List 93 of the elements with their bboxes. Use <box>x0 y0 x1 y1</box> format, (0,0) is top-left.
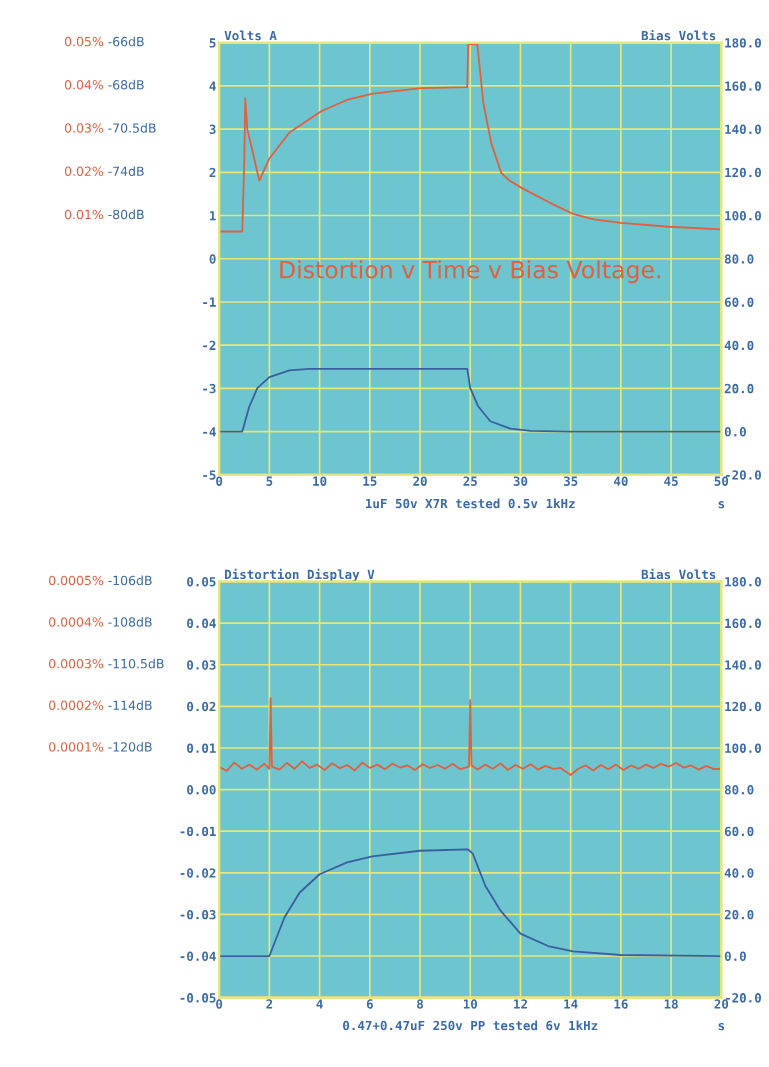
y-tick-label: 0.03 <box>187 660 216 670</box>
text: -74dB <box>108 166 144 176</box>
y-tick-label: -2 <box>203 340 216 350</box>
y-tick-label: -1 <box>203 297 216 307</box>
text: 0.0004% <box>49 617 104 627</box>
y-tick-label: -4 <box>203 427 216 437</box>
y2-tick-label: 40.0 <box>724 868 754 878</box>
x-tick-label: 0 <box>216 999 223 1009</box>
x-tick-label: 40 <box>613 476 628 486</box>
text: -68dB <box>108 79 144 90</box>
x-tick-label: 30 <box>513 476 528 486</box>
x-tick-label: 25 <box>463 476 477 486</box>
y-tick-label: -0.01 <box>180 826 216 837</box>
text: 1uF 50v X7R tested 0.5v 1kHz <box>366 498 575 509</box>
y2-tick-label: 140.0 <box>725 124 761 135</box>
y2-tick-label: 140.0 <box>725 660 761 670</box>
y-tick-label: -0.05 <box>180 993 216 1003</box>
y2-tick-label: 100.0 <box>725 211 761 221</box>
x-axis-title: s <box>718 501 725 509</box>
x-tick-label: 5 <box>266 476 273 486</box>
text: 0.04% <box>64 80 104 90</box>
y2-tick-label: 60.0 <box>724 297 754 307</box>
text: -80dB <box>108 209 144 220</box>
line-series <box>219 848 722 957</box>
y2-tick-label: 80.0 <box>724 785 754 795</box>
text: 0.0002% <box>49 700 104 710</box>
y2-tick-label: 180.0 <box>725 576 761 587</box>
y2-tick-label: 160.0 <box>725 618 761 629</box>
y2-tick-label: 0.0 <box>724 427 746 437</box>
text: -70.5dB <box>108 123 156 133</box>
y-tick-label: -0.04 <box>180 951 216 961</box>
y-tick-label: 2 <box>209 167 216 178</box>
text: 0.03% <box>64 123 104 133</box>
y2-tick-label: 120.0 <box>725 701 761 712</box>
text: -110.5dB <box>108 658 164 669</box>
text: -114dB <box>108 700 152 710</box>
text: 0.0003% <box>49 658 104 669</box>
text: 0.02% <box>64 166 104 176</box>
y2-tick-label: 80.0 <box>724 254 754 264</box>
y-tick-label: -5 <box>203 470 216 480</box>
y-tick-label: 0.02 <box>187 701 216 712</box>
y-tick-label: 0.01 <box>187 743 216 753</box>
x-tick-label: 16 <box>614 999 628 1009</box>
y2-tick-label: 40.0 <box>724 340 754 351</box>
x-tick-label: 18 <box>664 999 678 1009</box>
text: -106dB <box>108 575 152 586</box>
y2-tick-label: 20.0 <box>724 383 754 394</box>
y2-tick-label: 60.0 <box>724 826 754 837</box>
text: 0.0005% <box>49 575 104 586</box>
x-tick-label: 4 <box>316 999 323 1009</box>
text: 0.01% <box>64 209 104 220</box>
y-tick-label: 1 <box>210 211 216 221</box>
x-tick-label: 0 <box>216 476 223 486</box>
x-tick-label: 10 <box>313 476 327 486</box>
x-tick-label: 8 <box>417 999 423 1009</box>
x-tick-label: 35 <box>563 476 578 486</box>
line-series <box>219 697 722 776</box>
y-tick-label: 0.00 <box>187 785 216 795</box>
y-tick-label: -3 <box>203 383 216 394</box>
text: -66dB <box>108 36 144 47</box>
y-tick-label: 0 <box>209 254 216 264</box>
x-axis-title: s <box>718 1023 725 1031</box>
y-tick-label: -0.03 <box>180 909 216 920</box>
y-tick-label: 5 <box>209 38 216 48</box>
y-tick-label: -0.02 <box>180 868 216 878</box>
y-tick-label: 0.04 <box>187 618 216 629</box>
y2-tick-label: 160.0 <box>725 81 761 91</box>
text: 0.05% <box>64 36 104 47</box>
y-tick-label: 3 <box>209 124 216 135</box>
y-tick-label: 4 <box>209 81 216 91</box>
text: 0.47+0.47uF 250v PP tested 6v 1kHz <box>343 1020 598 1031</box>
x-tick-label: 45 <box>664 476 678 486</box>
text: -120dB <box>108 741 152 752</box>
y2-tick-label: 0.0 <box>724 951 746 961</box>
x-tick-label: 14 <box>564 999 578 1009</box>
y-axis-title: Volts A <box>224 30 277 41</box>
y-axis-title: Distortion Display V <box>225 568 375 582</box>
x-tick-label: 2 <box>266 999 273 1009</box>
y2-axis-title: Bias Volts <box>641 568 716 580</box>
y-tick-label: 0.05 <box>187 576 216 587</box>
text: 0.0001% <box>49 742 104 752</box>
y2-tick-label: 180.0 <box>725 38 761 48</box>
y2-axis-title: Bias Volts <box>641 29 716 41</box>
x-tick-label: 10 <box>463 999 478 1009</box>
x-tick-label: 12 <box>514 999 527 1009</box>
y2-tick-label: 100.0 <box>725 743 761 753</box>
x-tick-label: 6 <box>366 999 373 1009</box>
text: -108dB <box>108 617 152 627</box>
x-tick-label: 20 <box>413 476 427 486</box>
line-series <box>219 368 722 433</box>
y2-tick-label: 120.0 <box>725 167 761 178</box>
y2-tick-label: 20.0 <box>724 909 754 920</box>
x-tick-label: 15 <box>363 476 377 486</box>
